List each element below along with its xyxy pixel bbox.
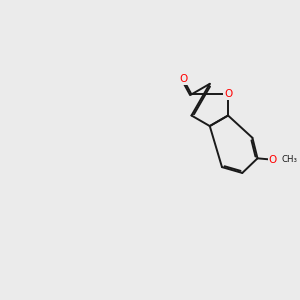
- Text: CH₃: CH₃: [281, 155, 297, 164]
- Text: O: O: [269, 155, 277, 165]
- Text: O: O: [179, 74, 187, 84]
- Text: O: O: [224, 89, 232, 99]
